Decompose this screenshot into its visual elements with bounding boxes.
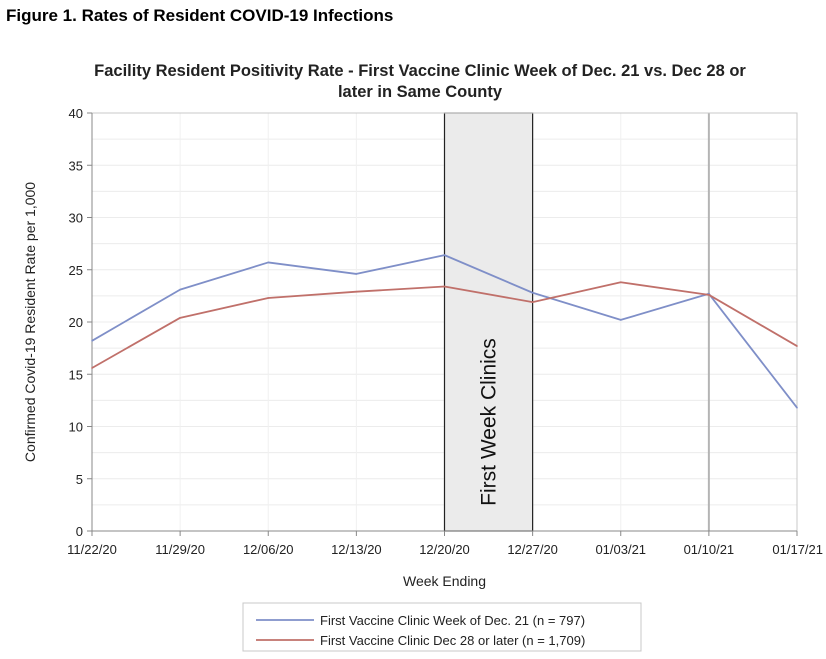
series-2-point — [91, 367, 93, 369]
axes: 0 5 10 15 20 25 30 35 40 11/22/20 11/29/20 12/06/20… — [67, 106, 823, 557]
x-tick-label: 12/13/20 — [331, 542, 382, 557]
series-2-point — [355, 290, 358, 293]
series-2-point — [796, 345, 798, 347]
series-1-point — [796, 406, 798, 409]
legend: First Vaccine Clinic Week of Dec. 21 (n … — [242, 602, 642, 652]
y-tick-label: 35 — [69, 158, 83, 173]
data-series — [91, 254, 798, 409]
legend-label-1: First Vaccine Clinic Week of Dec. 21 (n … — [320, 613, 585, 628]
series-2-point — [708, 294, 710, 296]
legend-label-2: First Vaccine Clinic Dec 28 or later (n … — [320, 633, 585, 648]
x-tick-label: 12/27/20 — [507, 542, 558, 557]
series-1-point — [443, 254, 446, 256]
figure-label: Figure 1. Rates of Resident COVID-19 Inf… — [6, 6, 394, 25]
x-tick-label: 01/10/21 — [684, 542, 735, 557]
first-week-clinics-label: First Week Clinics — [478, 338, 501, 506]
x-tick-label: 11/22/20 — [67, 542, 117, 557]
y-tick-label: 30 — [69, 211, 83, 226]
x-tick-label: 01/03/21 — [595, 542, 646, 557]
y-axis-title: Confirmed Covid-19 Resident Rate per 1,0… — [22, 182, 38, 462]
shaded-region — [443, 112, 534, 532]
series-1-point — [619, 319, 622, 321]
series-2-point — [443, 285, 446, 288]
series-1-point — [179, 288, 181, 291]
axis-labels: Week Ending Confirmed Covid-19 Resident R… — [22, 182, 486, 589]
x-tick-label: 01/17/21 — [772, 542, 823, 557]
series-2-point — [267, 297, 270, 299]
series-1-point — [531, 291, 534, 294]
annotation-layer: First Week Clinics — [478, 338, 501, 506]
series-2-point — [179, 317, 181, 319]
y-tick-label: 10 — [69, 420, 83, 435]
y-tick-label: 25 — [69, 263, 83, 278]
x-tick-label: 12/06/20 — [243, 542, 294, 557]
series-2-point — [531, 301, 534, 303]
first-week-clinics-band — [443, 112, 534, 532]
chart-title-line: later in Same County — [338, 83, 503, 101]
x-tick-label: 11/29/20 — [155, 542, 205, 557]
series-2-point — [619, 281, 622, 284]
y-tick-label: 0 — [76, 524, 83, 539]
y-tick-label: 40 — [69, 106, 83, 121]
y-tick-label: 20 — [69, 315, 83, 330]
x-tick-label: 12/20/20 — [419, 542, 470, 557]
series-1-point — [355, 273, 358, 275]
x-axis-title: Week Ending — [403, 573, 486, 589]
legend-box — [242, 602, 642, 652]
series-1-point — [267, 261, 270, 264]
chart-title: Facility Resident Positivity Rate - Firs… — [94, 62, 746, 101]
y-tick-label: 15 — [69, 367, 83, 382]
y-tick-label: 5 — [76, 472, 83, 487]
series-1-point — [91, 340, 93, 342]
chart-title-line: Facility Resident Positivity Rate - Firs… — [94, 62, 746, 80]
